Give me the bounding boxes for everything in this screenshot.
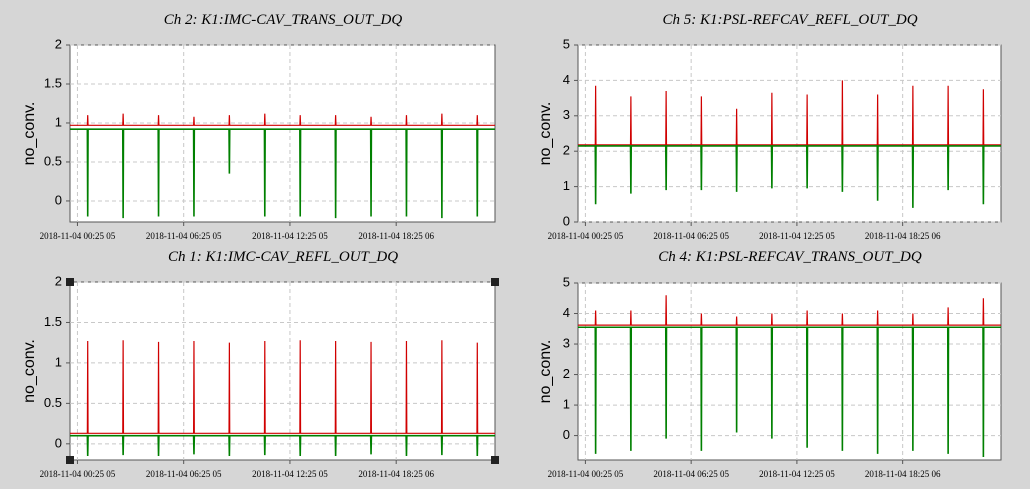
x-tick-label: 2018-11-04 06:25 05 — [146, 469, 222, 479]
plot-panel: 0 0.5 1 1.5 2 2018-11-04 00:25 05 2018-11-04 0… — [21, 12, 496, 241]
y-axis-label: no_conv. — [21, 102, 38, 166]
x-tick-label: 2018-11-04 12:25 05 — [252, 469, 328, 479]
y-tick-label: 1 — [55, 114, 62, 129]
handle[interactable] — [66, 456, 74, 464]
x-tick-label: 2018-11-04 00:25 05 — [548, 231, 624, 241]
y-tick-label: 1 — [563, 397, 570, 412]
handle[interactable] — [491, 456, 499, 464]
data-line — [70, 434, 495, 456]
data-line — [70, 340, 495, 434]
y-tick-label: 2 — [563, 366, 570, 381]
plot-area — [69, 281, 496, 461]
y-tick-label: 4 — [563, 305, 570, 320]
data-line — [578, 80, 1001, 146]
x-tick-label: 2018-11-04 06:25 05 — [653, 469, 729, 479]
data-line — [70, 128, 495, 219]
x-tick-label: 2018-11-04 06:25 05 — [653, 231, 729, 241]
y-tick-label: 3 — [563, 107, 570, 122]
plot-panel: 0 0.5 1 1.5 2 2018-11-04 00:25 05 2018-11-04 0… — [21, 249, 496, 479]
data-line — [578, 295, 1001, 326]
x-tick-label: 2018-11-04 00:25 05 — [40, 231, 116, 241]
y-tick-label: 0.5 — [44, 153, 62, 168]
y-axis-label: no_conv. — [537, 340, 554, 404]
handle[interactable] — [491, 278, 499, 286]
data-line — [578, 326, 1001, 457]
y-tick-label: 2 — [55, 36, 62, 51]
x-tick-label: 2018-11-04 18:25 06 — [865, 231, 941, 241]
y-axis-label: no_conv. — [537, 102, 554, 166]
data-line — [70, 113, 495, 126]
plot-area — [577, 282, 1002, 461]
y-tick-label: 0 — [563, 427, 570, 442]
x-tick-label: 2018-11-04 12:25 05 — [252, 231, 328, 241]
selection-handles — [66, 278, 499, 464]
y-tick-label: 4 — [563, 72, 570, 87]
x-tick-label: 2018-11-04 06:25 05 — [146, 231, 222, 241]
handle[interactable] — [66, 278, 74, 286]
y-tick-label: 1 — [55, 354, 62, 369]
y-tick-label: 5 — [563, 36, 570, 51]
chart-title: Ch 2: K1:IMC-CAV_TRANS_OUT_DQ — [164, 12, 403, 28]
y-tick-label: 1.5 — [44, 314, 62, 329]
x-tick-label: 2018-11-04 18:25 06 — [358, 469, 434, 479]
y-tick-label: 0 — [55, 192, 62, 207]
chart-title: Ch 5: K1:PSL-REFCAV_REFL_OUT_DQ — [662, 12, 917, 28]
y-tick-label: 1 — [563, 178, 570, 193]
data-line — [578, 145, 1001, 208]
y-tick-label: 3 — [563, 335, 570, 350]
y-tick-label: 0.5 — [44, 395, 62, 410]
chart-title: Ch 1: K1:IMC-CAV_REFL_OUT_DQ — [168, 249, 398, 265]
y-tick-label: 1.5 — [44, 75, 62, 90]
y-axis-label: no_conv. — [21, 339, 38, 403]
y-tick-label: 5 — [563, 274, 570, 289]
x-tick-label: 2018-11-04 18:25 06 — [358, 231, 434, 241]
x-tick-label: 2018-11-04 18:25 06 — [865, 469, 941, 479]
plot-area — [69, 44, 496, 223]
y-tick-label: 2 — [563, 143, 570, 158]
x-tick-label: 2018-11-04 00:25 05 — [40, 469, 116, 479]
y-tick-label: 0 — [563, 213, 570, 228]
x-tick-label: 2018-11-04 00:25 05 — [548, 469, 624, 479]
plot-panel: 0 1 2 3 4 5 2018-11-04 00:25 05 2018-11-04 06:2… — [537, 249, 1002, 479]
chart-title: Ch 4: K1:PSL-REFCAV_TRANS_OUT_DQ — [658, 249, 922, 265]
x-tick-label: 2018-11-04 12:25 05 — [759, 231, 835, 241]
plots: 0 0.5 1 1.5 2 2018-11-04 00:25 05 2018-11-04 0… — [21, 12, 1002, 479]
plot-panel: 0 1 2 3 4 5 2018-11-04 00:25 05 2018-11-04 06:2… — [537, 12, 1002, 241]
plot-area — [577, 44, 1002, 223]
y-tick-label: 0 — [55, 435, 62, 450]
y-tick-label: 2 — [55, 273, 62, 288]
x-tick-label: 2018-11-04 12:25 05 — [759, 469, 835, 479]
